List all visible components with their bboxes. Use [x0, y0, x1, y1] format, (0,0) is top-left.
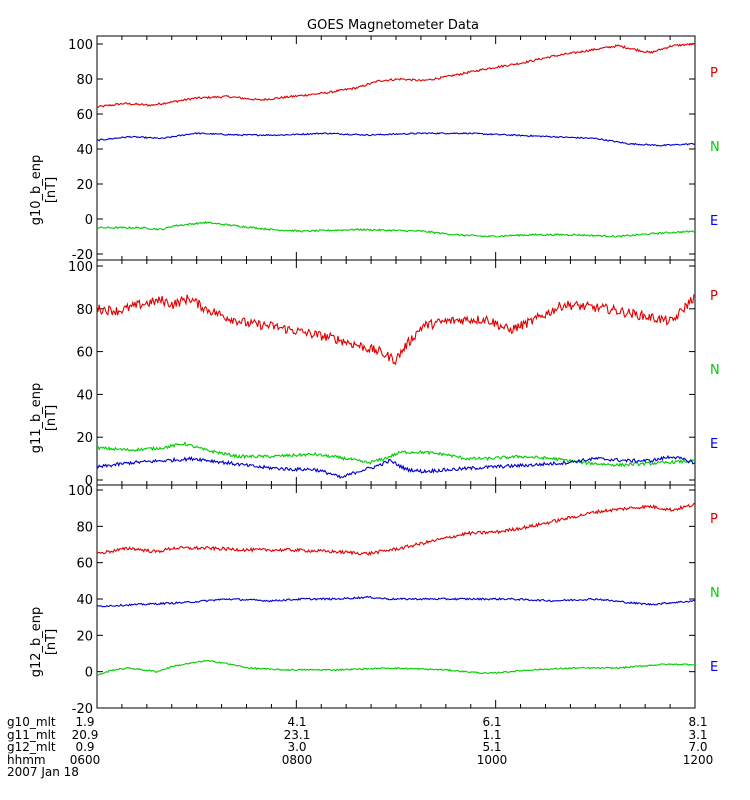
y-tick-label: 60 — [76, 108, 93, 123]
legend-label-N: N — [710, 140, 720, 155]
y-tick-label: 0 — [85, 474, 93, 489]
bottom-row-label: g11_mlt — [7, 727, 56, 742]
series-line-2 — [96, 441, 696, 468]
series-line-1 — [96, 502, 696, 556]
legend-label-E: E — [710, 214, 718, 229]
bottom-row-value: 23.1 — [283, 727, 311, 742]
bottom-row-label: g10_mlt — [7, 715, 56, 729]
bottom-row-value: 4.1 — [287, 715, 307, 729]
legend-label-E: E — [710, 437, 718, 452]
bottom-row-value: 0800 — [281, 752, 313, 767]
legend-label-N: N — [710, 363, 720, 378]
series-line-3 — [96, 659, 696, 676]
bottom-row-value: 1.9 — [75, 715, 95, 729]
y-tick-label: 80 — [76, 303, 93, 318]
series-line-1 — [96, 42, 696, 108]
series-line-1 — [96, 293, 696, 366]
y-axis-unit: [nT] — [44, 405, 59, 431]
bottom-row-value: 8.1 — [688, 715, 708, 729]
legend-label-P: P — [710, 66, 718, 81]
bottom-row-value: 0600 — [69, 752, 101, 767]
series-line-2 — [97, 131, 696, 147]
y-tick-label: 80 — [76, 73, 93, 88]
series-line-2 — [96, 595, 696, 608]
date-label: 2007 Jan 18 — [7, 765, 79, 779]
chart-title: GOES Magnetometer Data — [307, 18, 479, 33]
y-axis-unit: [nT] — [44, 177, 59, 203]
panel-1: -20 0 20 40 60 80 100 g10_b_enp [nT] P N E — [29, 35, 720, 263]
bottom-row-value: 0.9 — [75, 740, 95, 754]
panel-frame — [96, 259, 696, 486]
bottom-row-label: hhmm — [7, 752, 46, 767]
legend-label-P: P — [710, 289, 718, 304]
bottom-row-value: 20.9 — [71, 727, 99, 742]
bottom-row-value: 1000 — [476, 752, 508, 767]
y-tick-label: 100 — [68, 484, 93, 499]
y-tick-label: 60 — [76, 346, 93, 361]
y-tick-label: 0 — [85, 666, 93, 681]
y-tick-label: 40 — [76, 388, 93, 403]
y-tick-label: 100 — [68, 38, 93, 53]
y-axis-unit: [nT] — [44, 629, 59, 655]
y-tick-label: 20 — [76, 629, 93, 644]
bottom-row-value: 6.1 — [482, 715, 502, 729]
panel-frame — [96, 35, 696, 261]
y-tick-label: 60 — [76, 557, 93, 572]
panel-2: 0 20 40 60 80 100 g11_b_enp [nT] P N E — [29, 259, 720, 489]
bottom-row-label: g12_mlt — [7, 740, 56, 754]
panel-3: -20 0 20 40 60 80 100 g12_b_enp [nT] P N E — [29, 484, 720, 717]
y-tick-label: 20 — [76, 178, 93, 193]
legend-label-N: N — [710, 586, 720, 601]
y-tick-label: 40 — [76, 143, 93, 158]
y-axis-label: g10_b_enp — [29, 155, 44, 226]
y-axis-label: g12_b_enp — [29, 607, 44, 678]
bottom-row-value: 3.0 — [287, 740, 307, 754]
y-tick-label: 100 — [68, 260, 93, 275]
y-tick-label: 0 — [85, 213, 93, 228]
y-tick-label: 20 — [76, 431, 93, 446]
series-line-3 — [96, 454, 696, 480]
bottom-row-value: 1200 — [682, 752, 714, 767]
legend-label-E: E — [710, 660, 718, 675]
bottom-row-value: 7.0 — [688, 740, 708, 754]
y-axis-label: g11_b_enp — [29, 383, 44, 454]
bottom-row-value: 1.1 — [482, 727, 502, 742]
series-line-3 — [96, 220, 696, 238]
legend-label-P: P — [710, 512, 718, 527]
bottom-row-value: 3.1 — [688, 727, 708, 742]
y-tick-label: -20 — [72, 702, 93, 717]
y-tick-label: -20 — [72, 248, 93, 263]
y-tick-label: 40 — [76, 593, 93, 608]
bottom-row-value: 5.1 — [482, 740, 502, 754]
y-tick-label: 80 — [76, 520, 93, 535]
panel-frame — [96, 484, 696, 709]
